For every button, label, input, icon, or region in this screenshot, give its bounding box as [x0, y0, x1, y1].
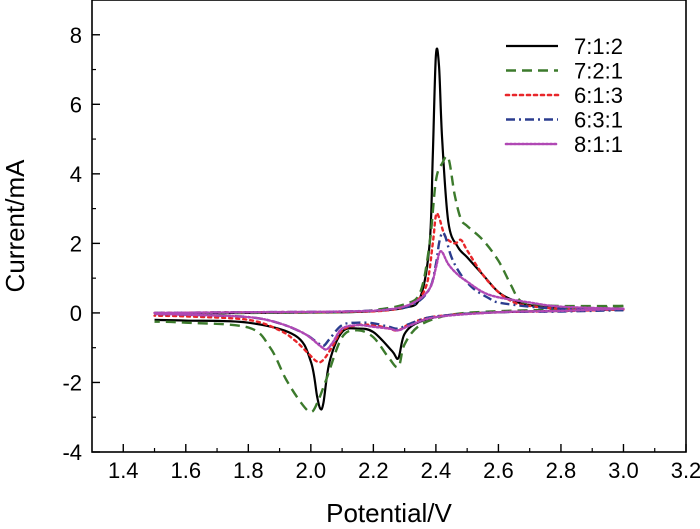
y-tick-label: 2: [70, 231, 82, 256]
series-8-1-1-reverse-line: [153, 307, 625, 351]
y-tick-label: 4: [70, 162, 82, 187]
legend: 7:1:27:2:16:1:36:3:18:1:1: [504, 34, 623, 157]
y-tick-label: 0: [70, 301, 82, 326]
x-tick-label: 3.0: [608, 458, 639, 483]
series-6-1-3-reverse-line: [153, 308, 625, 364]
series-7-1-2-reverse-line: [154, 308, 624, 411]
series-7-2-1-reverse-line: [154, 304, 624, 414]
plot-frame: [91, 0, 687, 453]
x-tick-label: 1.4: [108, 458, 139, 483]
y-tick-label: -4: [62, 440, 82, 465]
x-tick-label: 1.6: [170, 458, 201, 483]
x-tick-label: 2.0: [296, 458, 327, 483]
legend-label-6-3-1: 6:3:1: [574, 108, 623, 133]
x-tick-label: 2.6: [483, 458, 514, 483]
x-tick-label: 3.2: [671, 458, 700, 483]
y-tick-label: -2: [62, 370, 82, 395]
legend-label-8-1-1: 8:1:1: [574, 132, 623, 157]
legend-label-7-1-2: 7:1:2: [574, 34, 623, 59]
series-6-1-3-forward-line: [153, 212, 625, 315]
y-axis: -4 -2 0 2 4 6 8: [62, 23, 100, 465]
x-tick-label: 2.8: [546, 458, 577, 483]
series-layer: [153, 47, 625, 414]
x-axis: 1.4 1.6 1.8 2.0 2.2 2.4 2.6 2.8 3.0 3.2: [108, 444, 700, 483]
legend-label-7-2-1: 7:2:1: [574, 59, 623, 84]
y-axis-title: Current/mA: [0, 159, 30, 293]
series-6-3-1-forward-line: [154, 231, 624, 315]
x-tick-label: 2.4: [421, 458, 452, 483]
series-7-2-1-forward-line: [154, 155, 624, 315]
series-7-1-2-forward-line: [154, 47, 624, 315]
y-tick-label: 6: [70, 92, 82, 117]
series-8-1-1-forward-line: [153, 249, 625, 315]
x-tick-label: 1.8: [233, 458, 264, 483]
y-tick-label: 8: [70, 23, 82, 48]
legend-label-6-1-3: 6:1:3: [574, 83, 623, 108]
x-tick-label: 2.2: [358, 458, 389, 483]
x-axis-title: Potential/V: [326, 498, 452, 528]
